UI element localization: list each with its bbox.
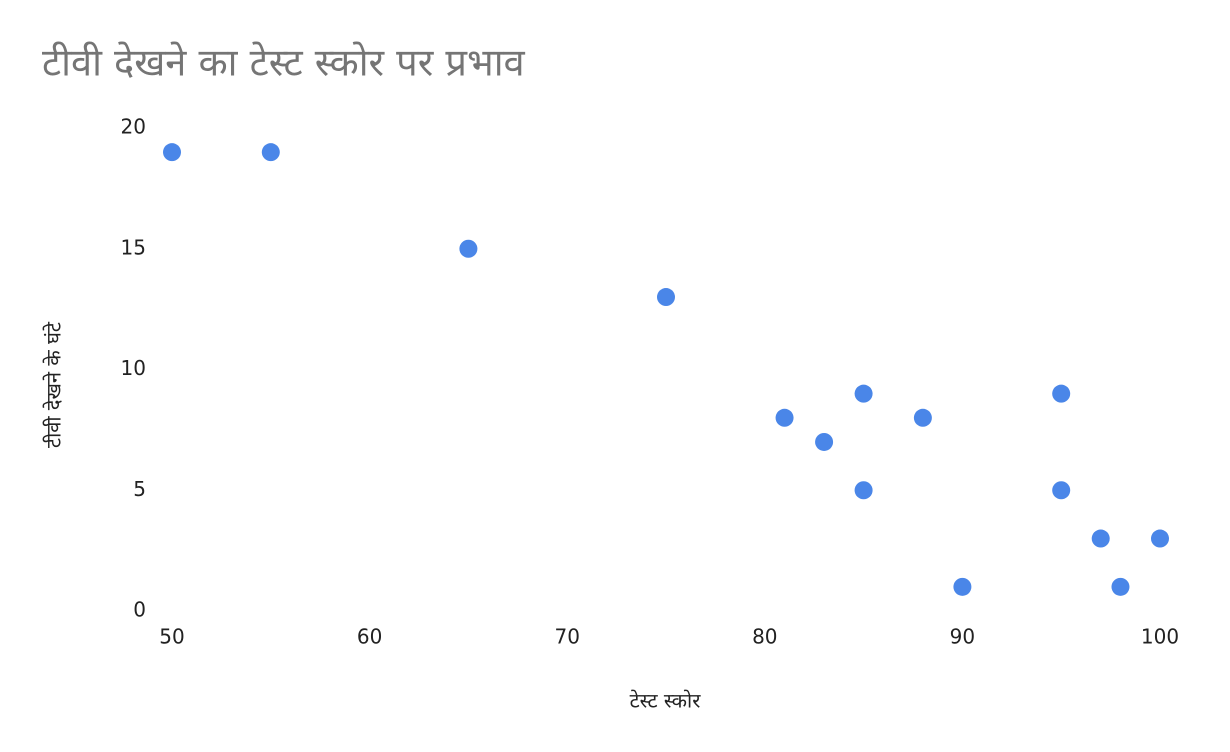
y-tick-label: 0 <box>133 598 146 622</box>
y-tick-label: 10 <box>121 356 146 380</box>
chart-title: टीवी देखने का टेस्ट स्कोर पर प्रभाव <box>42 41 526 85</box>
point <box>1091 529 1110 548</box>
x-tick-label: 100 <box>1141 625 1179 649</box>
point <box>854 384 873 403</box>
y-tick-label: 5 <box>133 477 146 501</box>
x-tick-label: 60 <box>357 625 382 649</box>
point <box>657 288 675 307</box>
y-axis-label: टीवी देखने के घंटे <box>42 321 66 448</box>
point <box>953 577 972 596</box>
point <box>854 481 873 500</box>
x-tick-label: 70 <box>554 625 579 649</box>
point <box>163 143 181 162</box>
y-tick-label: 20 <box>121 115 146 139</box>
point <box>913 408 932 427</box>
y-tick-label: 15 <box>121 235 146 259</box>
point <box>1151 529 1169 548</box>
point <box>1052 384 1071 403</box>
x-tick-label: 90 <box>950 625 975 649</box>
x-tick-label: 80 <box>752 625 777 649</box>
point <box>775 408 794 427</box>
point <box>1052 481 1071 500</box>
x-tick-label: 50 <box>159 625 184 649</box>
point <box>815 432 834 451</box>
point <box>261 143 280 162</box>
point <box>459 239 478 258</box>
x-axis-label: टेस्ट स्कोर <box>630 689 702 713</box>
point <box>1111 577 1130 596</box>
